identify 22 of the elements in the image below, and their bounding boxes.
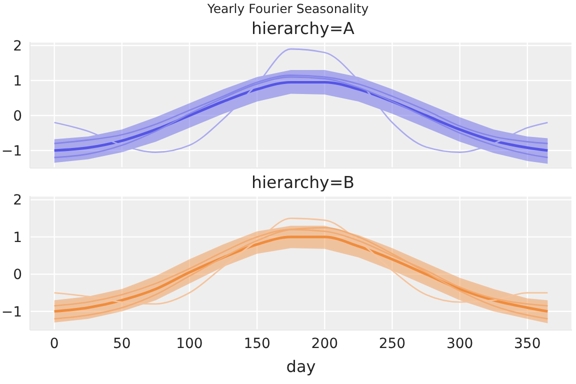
chart-title: hierarchy=B	[250, 172, 356, 194]
y-tick-label: −1	[1, 143, 22, 160]
chart-title: Yearly Fourier Seasonality	[206, 0, 370, 18]
x-tick-label: 100	[176, 336, 203, 352]
y-tick-label: 0	[13, 108, 22, 124]
x-tick-label: 0	[50, 336, 59, 352]
x-tick-label: 250	[378, 336, 406, 352]
y-tick-label: 2	[13, 38, 22, 54]
y-tick-label: 1	[13, 230, 22, 246]
x-axis-title: day	[286, 357, 316, 376]
y-tick-label: −1	[1, 304, 22, 320]
x-tick-label: 50	[112, 336, 131, 352]
x-tick-label: 200	[311, 336, 338, 352]
y-tick-label: 1	[13, 73, 22, 90]
x-tick-label: 300	[446, 336, 474, 352]
chart-subtitle: hierarchy=A	[250, 18, 356, 40]
x-tick-label: 150	[244, 336, 270, 352]
y-tick-label: 2	[13, 192, 22, 209]
y-tick-label: 0	[13, 267, 22, 284]
x-tick-label: 350	[514, 336, 541, 352]
line-series	[54, 48, 548, 153]
line-series	[53, 236, 549, 313]
